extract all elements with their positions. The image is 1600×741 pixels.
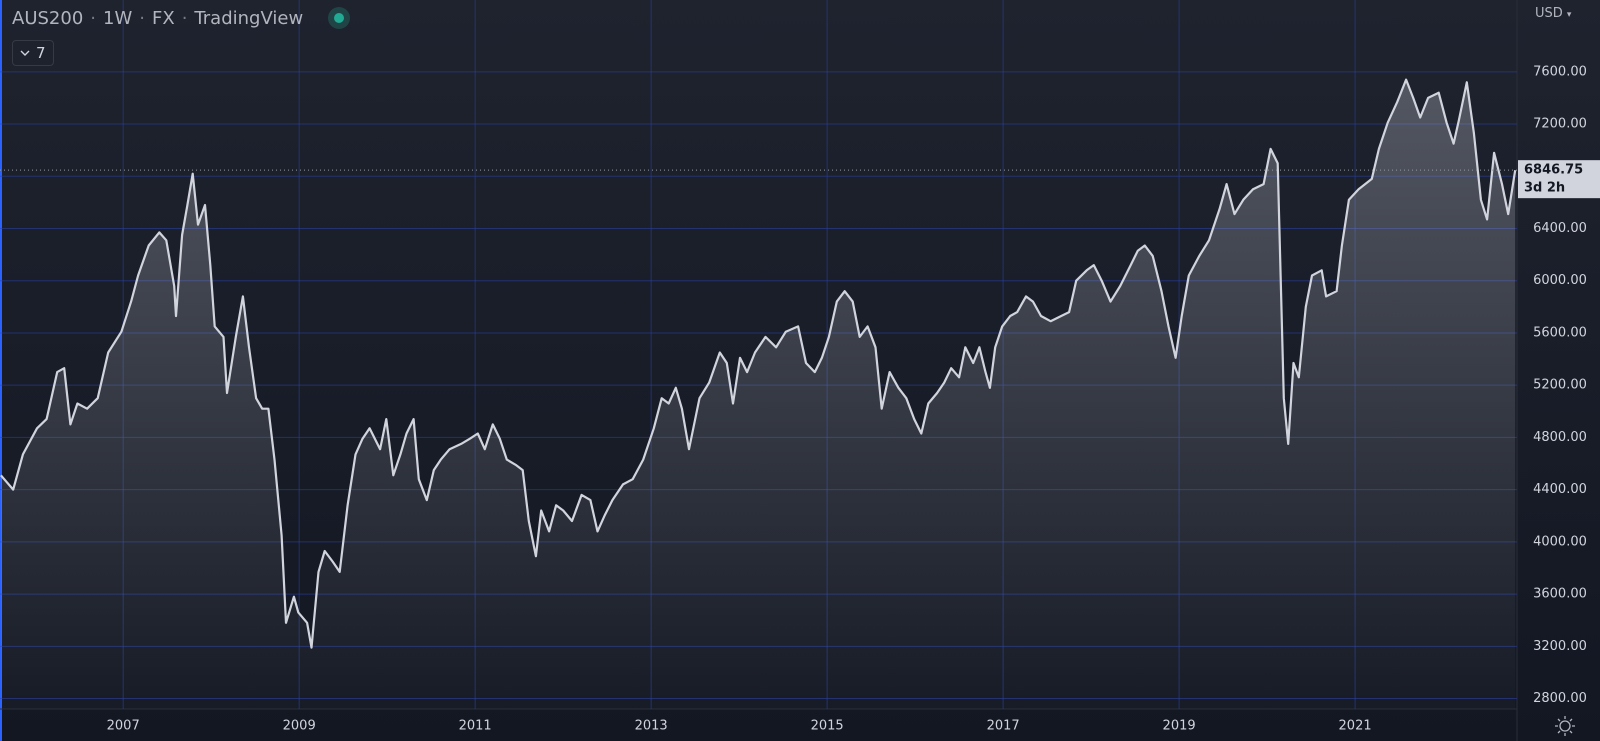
last-price-box [1518, 160, 1600, 199]
settings-icon[interactable] [1555, 716, 1575, 736]
y-tick-label: 4800.00 [1533, 430, 1587, 445]
market-status[interactable] [328, 7, 351, 29]
x-tick-label: 2019 [1163, 719, 1196, 734]
left-edge [0, 0, 2, 741]
countdown-label: 3d 2h [1524, 181, 1565, 196]
last-price-label: 6846.75 [1524, 163, 1583, 178]
y-tick-label: 3200.00 [1533, 639, 1587, 654]
separator: · [181, 7, 188, 29]
x-tick-label: 2013 [635, 719, 668, 734]
symbol: AUS200 [12, 7, 84, 29]
chevron-icon [20, 50, 30, 56]
source: TradingView [194, 7, 304, 29]
currency-label: USD [1535, 6, 1563, 21]
y-tick-label: 7600.00 [1533, 64, 1587, 79]
y-tick-label: 5200.00 [1533, 378, 1587, 393]
x-tick-label: 2017 [987, 719, 1020, 734]
symbol-header[interactable]: AUS200 · 1W · FX · TradingView [12, 7, 351, 29]
y-tick-label: 5600.00 [1533, 325, 1587, 340]
x-tick-label: 2021 [1339, 719, 1372, 734]
separator: · [90, 7, 97, 29]
exchange: FX [152, 7, 175, 29]
y-tick-label: 4400.00 [1533, 482, 1587, 497]
x-tick-label: 2007 [107, 719, 140, 734]
y-tick-label: 6400.00 [1533, 221, 1587, 236]
x-tick-label: 2015 [811, 719, 844, 734]
y-tick-label: 3600.00 [1533, 587, 1587, 602]
price-line [0, 78, 1517, 649]
y-tick-label: 6000.00 [1533, 273, 1587, 288]
separator: · [139, 7, 145, 29]
x-tick-label: 2011 [459, 719, 492, 734]
y-tick-label: 4000.00 [1533, 534, 1587, 549]
indicator-count: 7 [36, 44, 46, 62]
x-tick-label: 2009 [283, 719, 316, 734]
y-tick-label: 2800.00 [1533, 691, 1587, 706]
currency[interactable]: USD ▾ [1535, 6, 1572, 21]
interval: 1W [103, 7, 133, 29]
y-tick-label: 7200.00 [1533, 117, 1587, 132]
area-fill [0, 79, 1516, 710]
indicators-toggle[interactable]: 7 [12, 40, 54, 66]
